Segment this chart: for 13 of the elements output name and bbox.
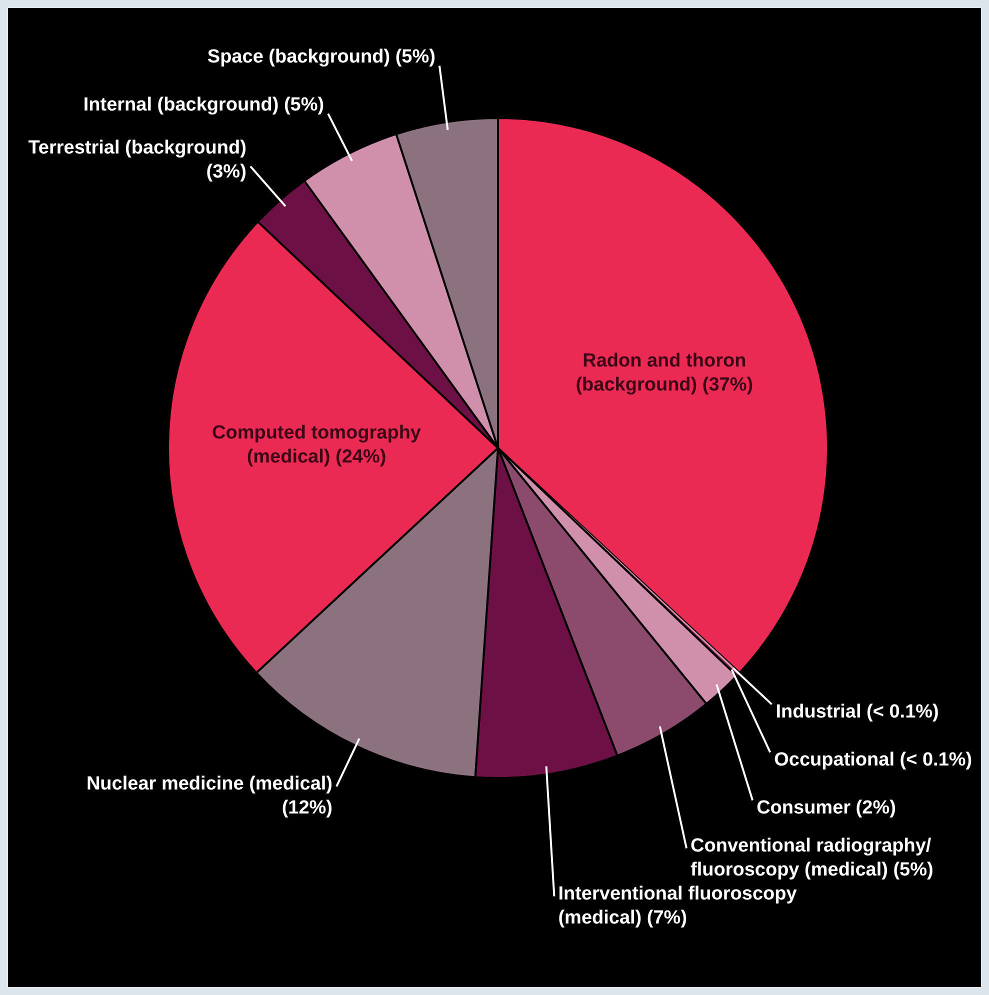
slice-label: Industrial (< 0.1%) — [776, 701, 939, 722]
slice-label: Space (background) (5%) — [207, 46, 436, 68]
slice-label: Radon and thoron (background) (37%) — [576, 350, 754, 396]
slice-label: Conventional radiography/fluoroscopy (medical) (5%) — [690, 835, 934, 880]
slice-label: Occupational (< 0.1%) — [774, 749, 972, 770]
slice-label: Interventional fluoroscopy (medical) (7%) — [558, 883, 798, 928]
slice-label: Consumer (2%) — [756, 797, 896, 818]
slice-label: Nuclear medicine (medical) — [86, 773, 333, 794]
data-label: (3%) — [206, 161, 246, 182]
data-label: (12%) — [282, 797, 333, 818]
slice-label: Terrestrial (background) — [28, 137, 246, 158]
slice-label: Internal (background) (5%) — [83, 94, 324, 116]
slice-label: Computed tomography (medical) (24%) — [212, 422, 422, 468]
